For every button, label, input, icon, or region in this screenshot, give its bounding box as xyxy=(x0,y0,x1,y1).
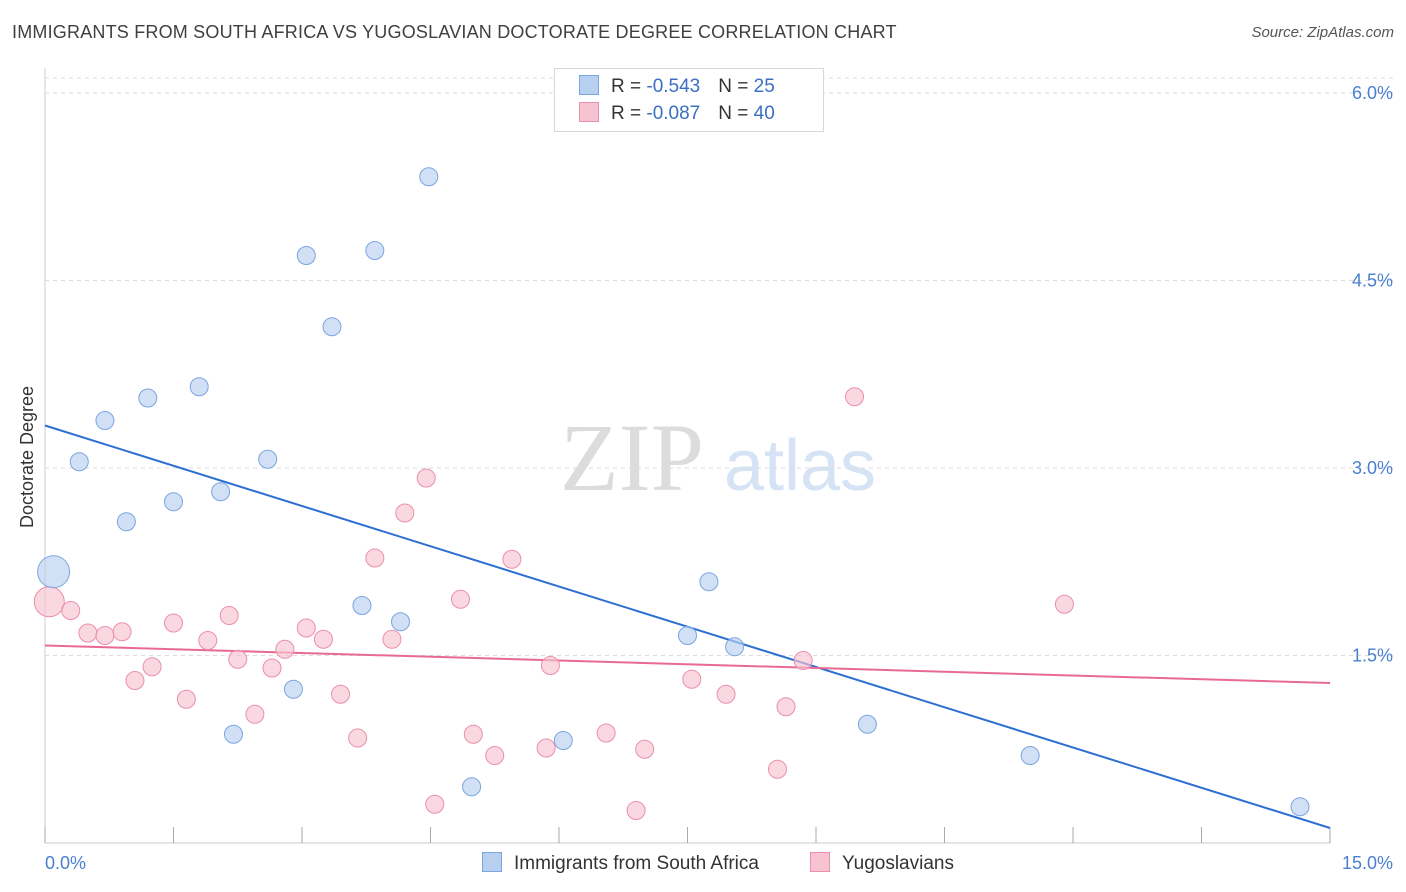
legend-n-label: N = xyxy=(718,76,754,97)
yugoslavian-point xyxy=(626,801,646,820)
yugoslavian-point xyxy=(78,623,98,643)
yugoslavian-point xyxy=(125,671,145,690)
south-africa-point xyxy=(95,411,115,430)
yugoslavian-point xyxy=(540,656,560,675)
yugoslavian-point xyxy=(463,724,483,744)
yugoslavian-point xyxy=(776,697,796,717)
y-tick-label: 4.5% xyxy=(1352,271,1393,291)
yugoslavian-point xyxy=(245,704,265,724)
y-tick-label: 3.0% xyxy=(1352,458,1393,478)
yugoslavian-point xyxy=(485,746,505,765)
y-tick-label: 6.0% xyxy=(1352,83,1393,103)
yugoslavian-point xyxy=(275,639,295,659)
yugoslavian-point xyxy=(416,468,436,488)
yugoslavian-point xyxy=(395,503,415,523)
yugoslavian-point xyxy=(536,738,556,758)
south-africa-point xyxy=(462,777,482,797)
yugoslavian-point xyxy=(262,658,282,678)
legend-n-value: 40 xyxy=(753,103,775,124)
south-africa-point xyxy=(391,612,411,632)
yugoslavian-point xyxy=(164,613,183,633)
bottom-legend-label: Immigrants from South Africa xyxy=(514,853,759,874)
legend-row-yugoslavians: R = -0.087 N = 40 xyxy=(579,102,775,126)
south-africa-point xyxy=(1020,746,1040,765)
yugoslavian-point xyxy=(365,548,385,568)
yugoslavian-point xyxy=(219,606,239,625)
yugoslavian-point xyxy=(142,657,162,677)
south-africa-point xyxy=(283,679,303,699)
legend-r-value: -0.087 xyxy=(646,103,701,124)
bottom-legend-swatch-blue xyxy=(482,852,502,872)
legend-swatch-pink xyxy=(579,102,599,122)
yugoslavian-point xyxy=(635,739,655,759)
yugoslavian-point xyxy=(296,618,316,638)
legend-n-label: N = xyxy=(718,103,754,124)
chart-title: IMMIGRANTS FROM SOUTH AFRICA VS YUGOSLAV… xyxy=(12,22,897,42)
south-africa-point xyxy=(678,626,697,645)
yugoslavian-point xyxy=(112,622,132,642)
x-tick-label: 15.0% xyxy=(1342,853,1393,873)
yugoslavian-point xyxy=(61,601,81,620)
source-note: Source: ZipAtlas.com xyxy=(1251,24,1394,41)
yugoslavian-point xyxy=(176,689,196,709)
watermark-atlas: atlas xyxy=(724,426,876,506)
yugoslavian-point xyxy=(331,684,351,704)
yugoslavian-point xyxy=(1054,594,1074,614)
south-africa-point xyxy=(211,482,231,502)
legend-row-south-africa: R = -0.543 N = 25 xyxy=(579,75,775,99)
south-africa-point xyxy=(352,596,372,615)
south-africa-point xyxy=(116,512,136,532)
x-tick-label: 0.0% xyxy=(45,853,86,873)
legend-n-value: 25 xyxy=(753,76,775,97)
south-africa-point xyxy=(1290,797,1310,817)
bottom-legend-label: Yugoslavians xyxy=(842,853,954,874)
yugoslavian-point xyxy=(198,631,218,650)
yugoslavian-point xyxy=(425,794,445,814)
south-africa-point xyxy=(223,724,243,744)
yugoslavian-point xyxy=(767,759,787,779)
bottom-legend-south-africa: Immigrants from South Africa xyxy=(482,852,759,875)
bottom-legend-swatch-pink xyxy=(810,852,830,872)
stats-legend: R = -0.543 N = 25 R = -0.087 N = 40 xyxy=(554,68,824,132)
legend-r-value: -0.543 xyxy=(646,76,701,97)
south-africa-point xyxy=(37,555,71,589)
yugoslavian-point xyxy=(716,684,736,704)
south-africa-point xyxy=(699,572,719,592)
yugoslavian-point xyxy=(382,629,402,649)
yugoslavian-point xyxy=(348,728,368,748)
yugoslavian-point xyxy=(313,629,333,649)
south-africa-point xyxy=(138,388,158,408)
yugoslavian-point xyxy=(682,669,702,689)
south-africa-point xyxy=(164,492,183,512)
yugoslavian-point xyxy=(95,626,115,645)
south-africa-point xyxy=(857,714,877,734)
y-tick-label: 1.5% xyxy=(1352,646,1393,666)
yugoslavian-point xyxy=(502,549,522,569)
south-africa-point xyxy=(258,449,278,469)
south-africa-point xyxy=(69,452,89,472)
south-africa-point xyxy=(553,731,573,750)
y-axis-label: Doctorate Degree xyxy=(17,386,37,528)
watermark-zip: ZIP xyxy=(560,404,704,511)
yugoslavian-point xyxy=(450,589,470,609)
south-africa-point xyxy=(296,246,316,265)
south-africa-point xyxy=(419,167,439,187)
yugoslavian-point xyxy=(228,649,248,669)
watermark: ZIP atlas xyxy=(560,404,876,511)
south-africa-point xyxy=(725,637,745,657)
south-africa-point xyxy=(189,377,209,397)
yugoslavian-trend-line xyxy=(44,644,1331,684)
bottom-legend-yugoslavians: Yugoslavians xyxy=(810,852,954,875)
yugoslavian-point xyxy=(596,723,616,743)
legend-r-label: R = xyxy=(611,76,647,97)
yugoslavian-point xyxy=(845,387,865,407)
yugoslavian-point xyxy=(33,586,65,618)
yugoslavian-point xyxy=(793,651,813,670)
south-africa-point xyxy=(365,241,385,260)
legend-r-label: R = xyxy=(611,103,647,124)
south-africa-point xyxy=(322,317,342,337)
legend-swatch-blue xyxy=(579,75,599,95)
